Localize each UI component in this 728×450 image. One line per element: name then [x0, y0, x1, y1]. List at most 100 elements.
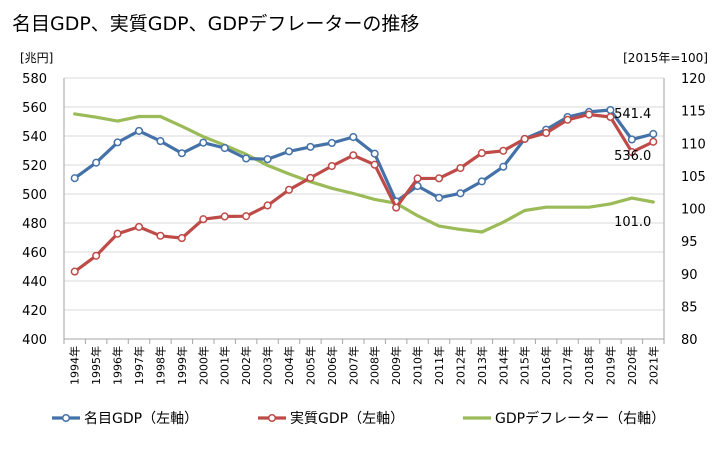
data-point: [199, 215, 208, 224]
x-tick-label: 2004年: [282, 346, 296, 385]
right-axis-unit: [2015年=100]: [623, 51, 708, 65]
legend-item: 名目GDP（左軸）: [52, 411, 198, 427]
data-label: 101.0: [614, 215, 651, 230]
legend: 名目GDP（左軸） 実質GDP（左軸） GDPデフレーター（右軸）: [52, 410, 665, 427]
y-right-tick-label: 95: [681, 235, 698, 250]
x-tick-label: 2008年: [368, 346, 382, 385]
data-point: [649, 129, 658, 139]
axes: 400 420 440 460 480 500 520 540 560 580 80 85 90 95 10…: [22, 72, 706, 385]
data-point: [606, 105, 615, 115]
data-point: [649, 137, 658, 146]
data-point: [499, 146, 508, 155]
data-point: [434, 193, 444, 202]
data-point: [606, 112, 615, 122]
data-point: [477, 177, 486, 186]
series-line: [73, 112, 655, 274]
data-point: [413, 181, 422, 191]
data-point: [134, 222, 144, 231]
y-right-tick-label: 85: [681, 300, 698, 315]
data-point: [327, 138, 336, 148]
legend-label: GDPデフレーター（右軸）: [495, 410, 665, 427]
x-tick-label: 2017年: [561, 346, 575, 385]
y-right-tick-label: 115: [681, 105, 706, 120]
x-tick-label: 2021年: [646, 346, 660, 385]
legend-item: GDPデフレーター（右軸）: [463, 410, 665, 427]
x-tick-label: 2003年: [261, 346, 275, 385]
data-point: [584, 110, 594, 119]
data-point: [263, 201, 272, 210]
x-tick-label: 2015年: [518, 346, 532, 385]
data-point: [177, 234, 186, 243]
x-tick-label: 2010年: [411, 346, 425, 385]
x-tick-label: 2012年: [453, 346, 467, 385]
legend-label: 名目GDP（左軸）: [84, 411, 198, 427]
data-point: [177, 149, 186, 158]
data-point: [349, 132, 358, 142]
y-left-tick-label: 520: [22, 159, 47, 174]
y-right-tick-label: 90: [681, 268, 698, 283]
y-left-tick-label: 460: [22, 246, 47, 261]
x-tick-label: 1994年: [68, 346, 82, 385]
data-point: [263, 155, 272, 164]
x-tick-label: 1997年: [132, 346, 146, 385]
data-point: [370, 160, 379, 169]
y-left-tick-label: 540: [22, 130, 47, 145]
series-line: [73, 112, 655, 234]
data-point: [306, 173, 315, 182]
legend-item: 実質GDP（左軸）: [258, 411, 404, 427]
y-right-tick-label: 100: [681, 203, 706, 218]
data-point: [627, 135, 636, 144]
data-point: [456, 189, 465, 198]
y-right-tick-label: 80: [681, 333, 698, 348]
y-left-tick-label: 580: [22, 72, 47, 87]
x-tick-label: 2018年: [582, 346, 596, 385]
data-point: [113, 229, 122, 238]
data-point: [627, 148, 636, 157]
x-tick-label: 2019年: [603, 346, 617, 385]
data-point: [434, 174, 444, 183]
data-point: [156, 231, 165, 240]
y-left-tick-label: 560: [22, 101, 47, 116]
data-point: [520, 134, 529, 143]
data-point: [242, 212, 251, 221]
data-point: [327, 161, 336, 171]
data-labels: 541.4 536.0 101.0: [614, 107, 651, 230]
x-tick-label: 2013年: [475, 346, 489, 385]
data-point: [70, 174, 79, 183]
y-left-tick-label: 480: [22, 217, 47, 232]
y-right-tick-label: 120: [681, 72, 706, 87]
x-tick-label: 2009年: [389, 346, 403, 385]
x-tick-label: 2002年: [239, 346, 253, 385]
x-tick-label: 2000年: [196, 346, 210, 385]
data-point: [306, 142, 315, 151]
data-point: [370, 149, 379, 158]
x-tick-label: 1996年: [111, 346, 125, 385]
y-left-tick-label: 400: [22, 333, 47, 348]
x-tick-label: 2001年: [218, 346, 232, 385]
x-tick-label: 2005年: [303, 346, 317, 385]
y-right-tick-label: 105: [681, 170, 706, 185]
data-point: [220, 212, 229, 221]
chart-title: 名目GDP、実質GDP、GDPデフレーターの推移: [12, 13, 419, 35]
data-point: [413, 174, 422, 183]
data-point: [70, 267, 79, 276]
data-point: [349, 151, 358, 160]
series-lines: [70, 105, 658, 276]
legend-marker: [61, 413, 71, 423]
x-tick-label: 1995年: [89, 346, 103, 385]
data-point: [134, 126, 144, 135]
x-tick-label: 2007年: [346, 346, 360, 385]
y-left-tick-label: 420: [22, 304, 47, 319]
y-left-tick-label: 500: [22, 188, 47, 203]
x-tick-label: 2006年: [325, 346, 339, 385]
data-point: [456, 163, 465, 173]
data-point: [220, 143, 229, 153]
data-point: [199, 138, 208, 147]
data-point: [477, 149, 486, 158]
legend-label: 実質GDP（左軸）: [290, 411, 404, 427]
data-label: 541.4: [614, 107, 651, 122]
x-tick-label: 1998年: [153, 346, 167, 385]
data-point: [392, 203, 401, 212]
data-point: [284, 147, 294, 156]
